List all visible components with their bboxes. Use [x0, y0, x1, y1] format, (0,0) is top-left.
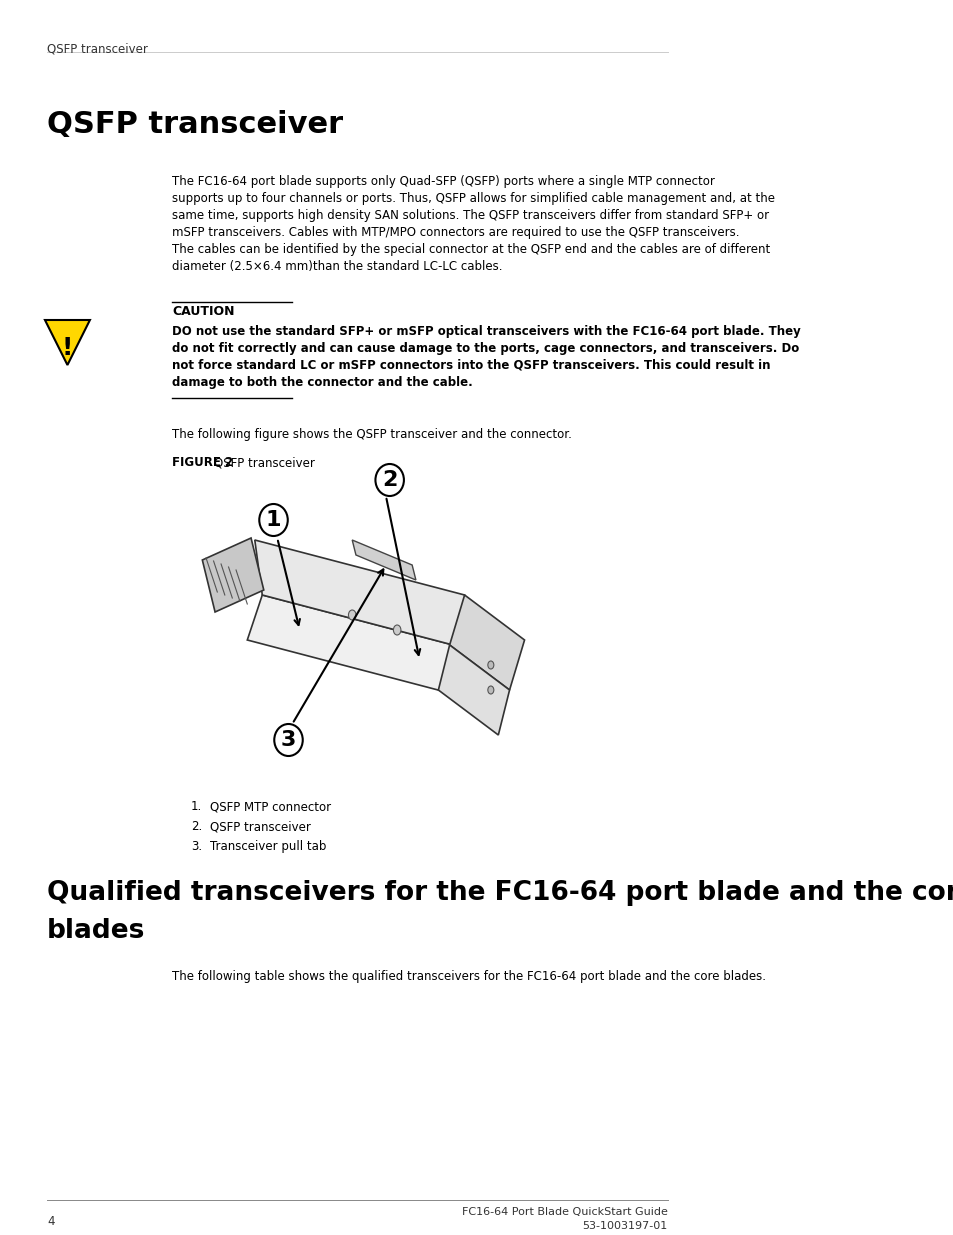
Circle shape [393, 625, 400, 635]
Text: supports up to four channels or ports. Thus, QSFP allows for simplified cable ma: supports up to four channels or ports. T… [172, 191, 775, 205]
Text: 3: 3 [280, 730, 295, 750]
Text: !: ! [62, 336, 73, 359]
Text: 53-1003197-01: 53-1003197-01 [582, 1221, 667, 1231]
Text: damage to both the connector and the cable.: damage to both the connector and the cab… [172, 375, 473, 389]
Circle shape [487, 661, 494, 669]
Text: Qualified transceivers for the FC16-64 port blade and the core: Qualified transceivers for the FC16-64 p… [47, 881, 953, 906]
Text: 1: 1 [266, 510, 281, 530]
Text: not force standard LC or mSFP connectors into the QSFP transceivers. This could : not force standard LC or mSFP connectors… [172, 359, 770, 372]
Ellipse shape [259, 504, 288, 536]
Text: mSFP transceivers. Cables with MTP/MPO connectors are required to use the QSFP t: mSFP transceivers. Cables with MTP/MPO c… [172, 226, 740, 240]
Text: 2: 2 [381, 471, 397, 490]
Ellipse shape [274, 724, 302, 756]
Text: DO not use the standard SFP+ or mSFP optical transceivers with the FC16-64 port : DO not use the standard SFP+ or mSFP opt… [172, 325, 801, 338]
Text: The following table shows the qualified transceivers for the FC16-64 port blade : The following table shows the qualified … [172, 969, 765, 983]
Polygon shape [247, 595, 472, 695]
Polygon shape [45, 320, 90, 366]
Text: 4: 4 [47, 1215, 54, 1228]
Text: The FC16-64 port blade supports only Quad-SFP (QSFP) ports where a single MTP co: The FC16-64 port blade supports only Qua… [172, 175, 715, 188]
Text: The following figure shows the QSFP transceiver and the connector.: The following figure shows the QSFP tran… [172, 429, 572, 441]
Text: same time, supports high density SAN solutions. The QSFP transceivers differ fro: same time, supports high density SAN sol… [172, 209, 769, 222]
Text: The cables can be identified by the special connector at the QSFP end and the ca: The cables can be identified by the spec… [172, 243, 770, 256]
Text: blades: blades [47, 918, 146, 944]
Text: FC16-64 Port Blade QuickStart Guide: FC16-64 Port Blade QuickStart Guide [461, 1207, 667, 1216]
Circle shape [487, 685, 494, 694]
Text: do not fit correctly and can cause damage to the ports, cage connectors, and tra: do not fit correctly and can cause damag… [172, 342, 799, 354]
Text: QSFP transceiver: QSFP transceiver [47, 42, 148, 56]
Text: 2.: 2. [191, 820, 202, 832]
Text: 3.: 3. [191, 840, 202, 853]
Polygon shape [254, 540, 472, 650]
Text: 1.: 1. [191, 800, 202, 813]
Text: diameter (2.5×6.4 mm)than the standard LC-LC cables.: diameter (2.5×6.4 mm)than the standard L… [172, 261, 502, 273]
Text: QSFP transceiver: QSFP transceiver [210, 820, 311, 832]
Text: Transceiver pull tab: Transceiver pull tab [210, 840, 326, 853]
Text: QSFP transceiver: QSFP transceiver [47, 110, 343, 140]
Text: QSFP transceiver: QSFP transceiver [213, 456, 314, 469]
Text: QSFP MTP connector: QSFP MTP connector [210, 800, 331, 813]
Polygon shape [202, 538, 263, 613]
Polygon shape [352, 540, 416, 580]
Polygon shape [449, 595, 524, 690]
Polygon shape [438, 645, 509, 735]
Circle shape [348, 610, 355, 620]
Text: FIGURE 2: FIGURE 2 [172, 456, 233, 469]
Text: CAUTION: CAUTION [172, 305, 234, 317]
Ellipse shape [375, 464, 403, 496]
